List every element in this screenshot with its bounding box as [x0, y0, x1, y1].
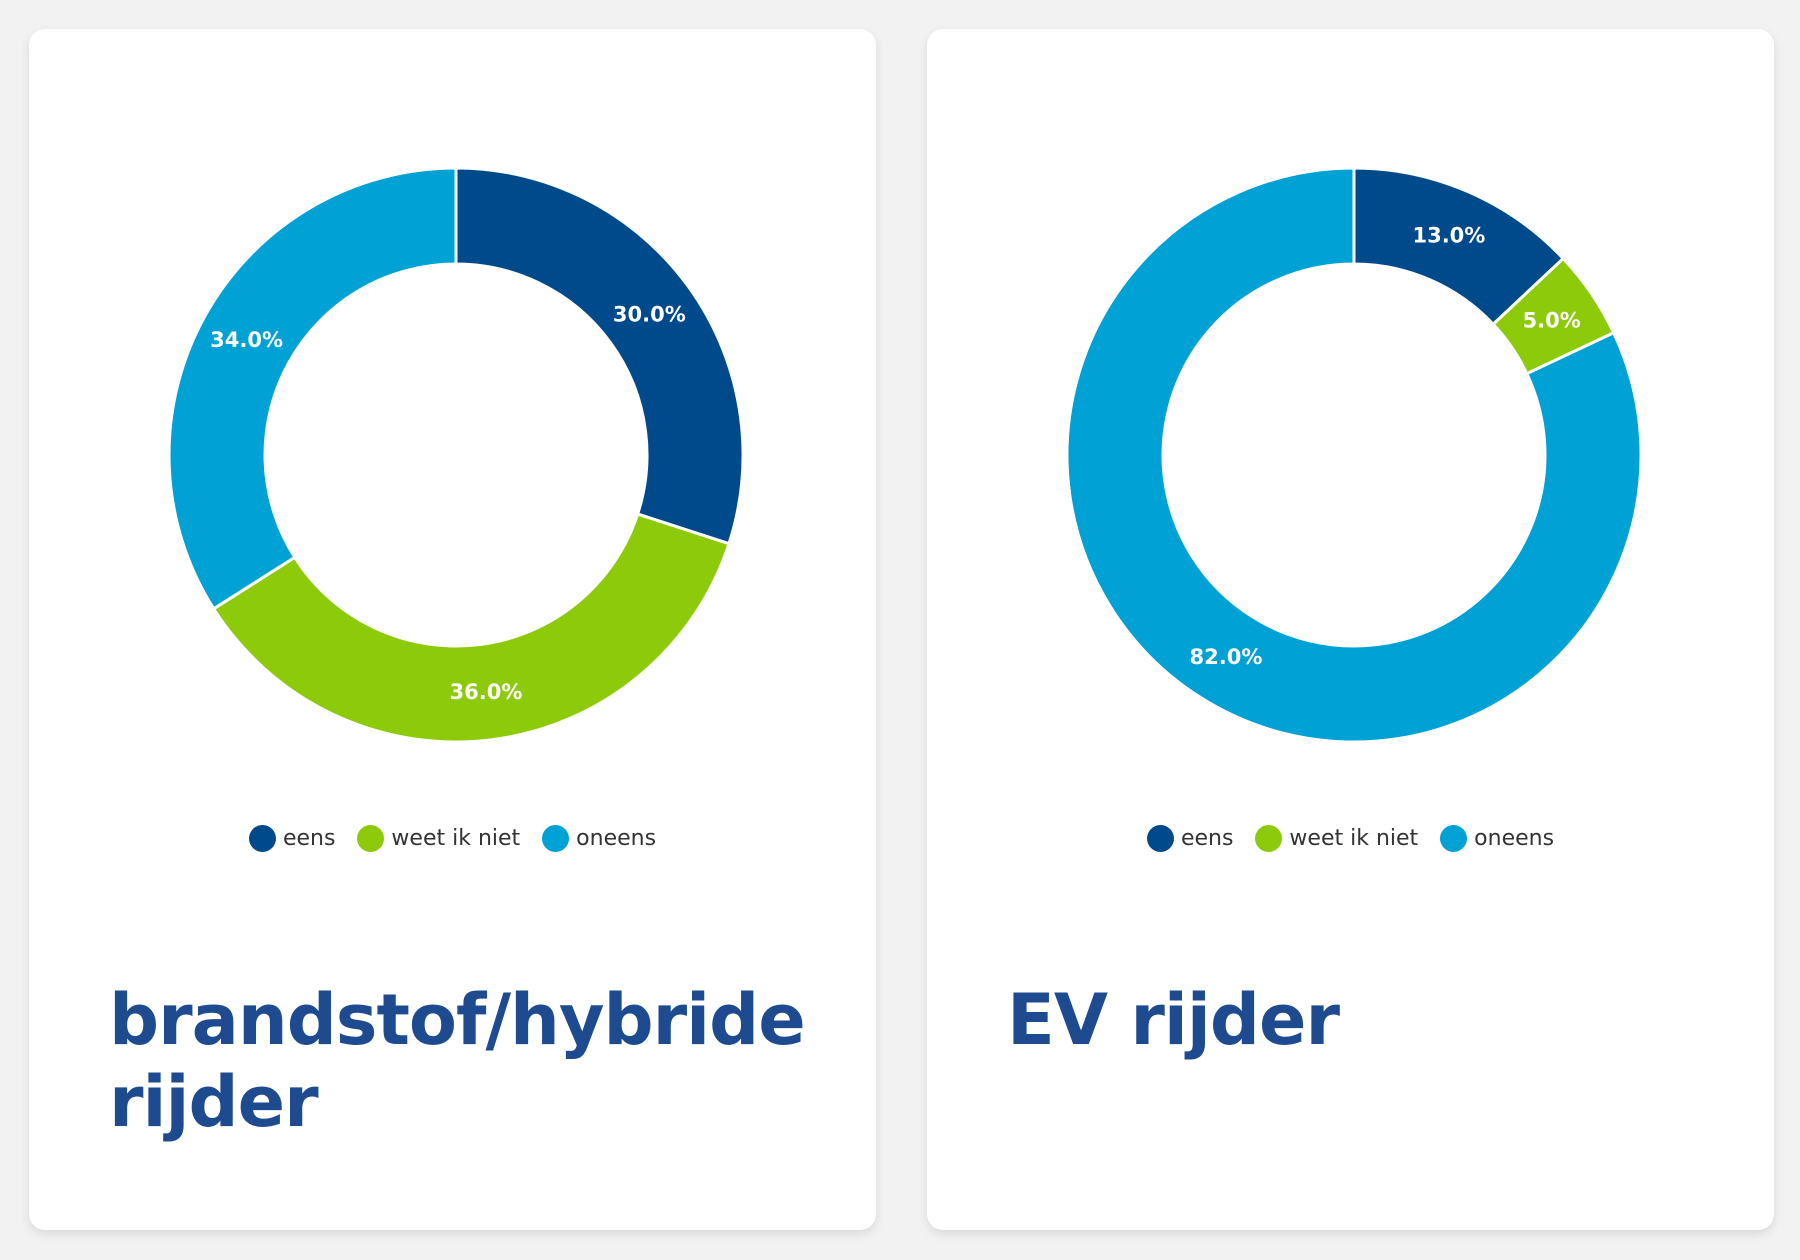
donut-chart-brandstof-hybride: 30.0% 36.0% 34.0% [167, 166, 745, 744]
data-label-oneens: 82.0% [1190, 645, 1263, 669]
data-label-oneens: 34.0% [210, 328, 283, 352]
card-title: brandstof/hybride rijder [109, 979, 806, 1143]
donut-chart-ev: 13.0% 5.0% 82.0% [1065, 166, 1643, 744]
donut-slice-weet-ik-niet [211, 512, 731, 744]
legend-label: oneens [1474, 826, 1555, 851]
chart-legend: eens weet ik niet oneens [29, 825, 876, 852]
legend-marker [1146, 825, 1174, 852]
legend-label: eens [282, 826, 336, 851]
data-label-weet-ik-niet: 5.0% [1523, 309, 1581, 333]
data-label-weet-ik-niet: 36.0% [450, 680, 523, 704]
legend-label: weet ik niet [391, 826, 521, 851]
legend-label: oneens [576, 826, 657, 851]
chart-card-brandstof-hybride: 30.0% 36.0% 34.0% eens weet ik niet oneens b… [29, 29, 876, 1230]
legend-label: weet ik niet [1289, 826, 1419, 851]
legend-label: eens [1180, 826, 1234, 851]
donut-slice-oneens [167, 166, 458, 611]
donut-slice-eens [454, 166, 745, 546]
legend-marker [1255, 825, 1283, 852]
data-label-eens: 30.0% [613, 303, 686, 327]
legend-item-oneens: oneens [1440, 825, 1554, 852]
legend-item-weet-ik-niet: weet ik niet [357, 825, 520, 852]
legend-item-eens: eens [248, 825, 336, 852]
donut-slice-oneens [1065, 166, 1643, 744]
legend-item-eens: eens [1146, 825, 1234, 852]
data-label-eens: 13.0% [1412, 224, 1485, 248]
legend-marker [1440, 825, 1468, 852]
legend-item-oneens: oneens [542, 825, 656, 852]
chart-legend: eens weet ik niet oneens [927, 825, 1774, 852]
legend-marker [357, 825, 385, 852]
card-title: EV rijder [1007, 979, 1340, 1061]
legend-marker [542, 825, 570, 852]
legend-marker [248, 825, 276, 852]
chart-card-ev: 13.0% 5.0% 82.0% eens weet ik niet oneens EV… [927, 29, 1774, 1230]
legend-item-weet-ik-niet: weet ik niet [1255, 825, 1418, 852]
